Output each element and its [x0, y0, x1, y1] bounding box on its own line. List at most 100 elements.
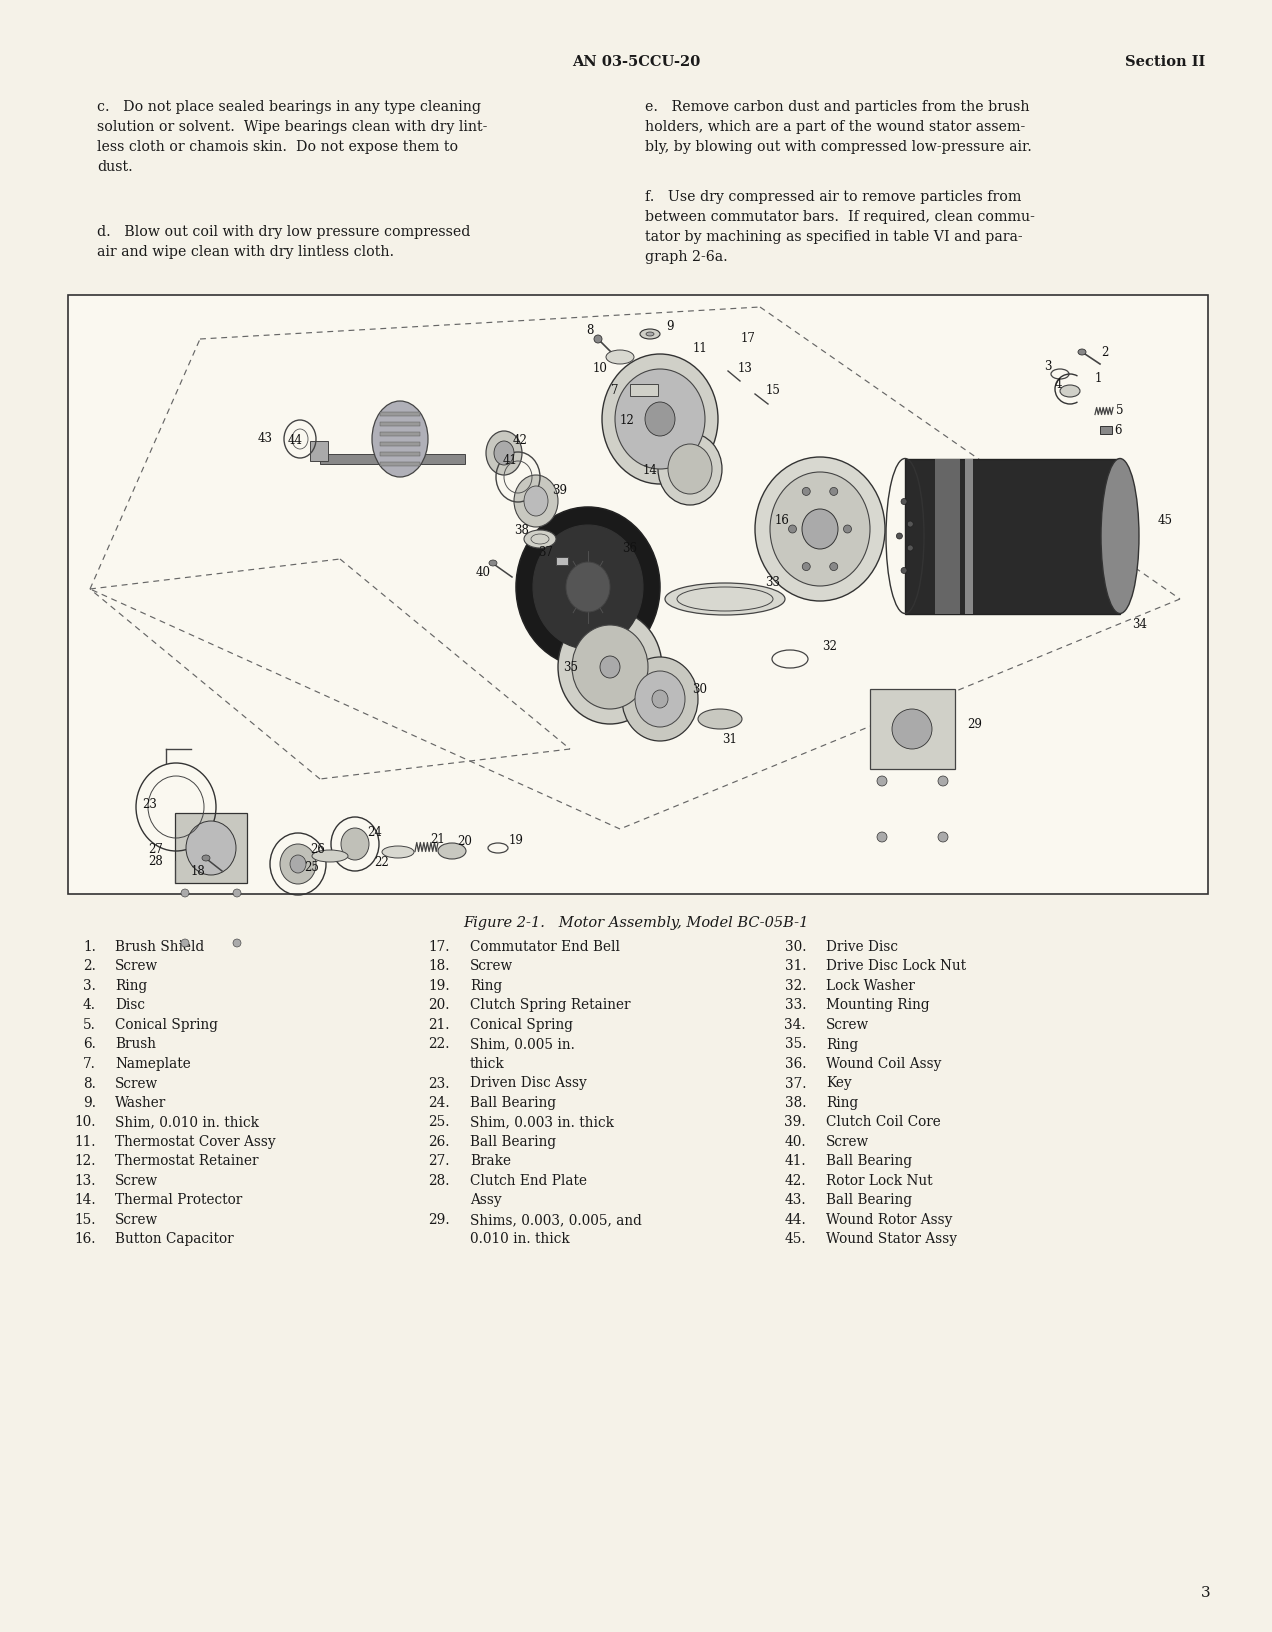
Text: Thermostat Cover Assy: Thermostat Cover Assy	[114, 1134, 276, 1149]
Text: 6: 6	[1114, 423, 1122, 436]
Text: Clutch End Plate: Clutch End Plate	[469, 1173, 586, 1186]
Ellipse shape	[594, 336, 602, 344]
Text: 11.: 11.	[75, 1134, 95, 1149]
Text: 25: 25	[304, 862, 319, 875]
Text: d.   Blow out coil with dry low pressure compressed
air and wipe clean with dry : d. Blow out coil with dry low pressure c…	[97, 225, 471, 259]
Text: 8.: 8.	[83, 1075, 95, 1090]
Text: 27.: 27.	[429, 1154, 450, 1169]
Ellipse shape	[789, 526, 796, 534]
Text: Thermostat Retainer: Thermostat Retainer	[114, 1154, 258, 1169]
Text: 42.: 42.	[785, 1173, 806, 1186]
Text: Screw: Screw	[114, 960, 158, 973]
Text: 1: 1	[1094, 370, 1102, 384]
Ellipse shape	[635, 672, 686, 728]
Ellipse shape	[614, 370, 705, 470]
Text: Lock Washer: Lock Washer	[826, 979, 915, 992]
Bar	[67, 295, 1208, 894]
Text: 22: 22	[375, 855, 389, 868]
Text: 9: 9	[667, 320, 674, 333]
Ellipse shape	[1102, 459, 1138, 614]
Bar	[380, 463, 420, 467]
Text: Washer: Washer	[114, 1095, 167, 1110]
Ellipse shape	[486, 432, 522, 475]
Text: Shim, 0.005 in.: Shim, 0.005 in.	[469, 1036, 575, 1051]
Text: Screw: Screw	[469, 960, 513, 973]
Text: 21.: 21.	[429, 1017, 450, 1031]
Text: 6.: 6.	[83, 1036, 95, 1051]
Text: 20: 20	[458, 836, 472, 849]
Text: Shim, 0.010 in. thick: Shim, 0.010 in. thick	[114, 1115, 259, 1129]
Text: 4.: 4.	[83, 997, 95, 1012]
Ellipse shape	[645, 403, 675, 437]
Text: 10.: 10.	[75, 1115, 95, 1129]
Text: 18.: 18.	[429, 960, 450, 973]
Ellipse shape	[533, 526, 644, 650]
Text: 14: 14	[642, 463, 658, 477]
Ellipse shape	[516, 508, 660, 667]
Text: 32.: 32.	[785, 979, 806, 992]
Text: 3: 3	[1201, 1585, 1210, 1599]
Text: 33: 33	[766, 574, 781, 588]
Text: 28: 28	[149, 855, 163, 868]
Text: Brake: Brake	[469, 1154, 511, 1169]
Text: 40.: 40.	[785, 1134, 806, 1149]
Ellipse shape	[876, 832, 887, 842]
Ellipse shape	[907, 522, 913, 527]
Text: 1.: 1.	[83, 940, 95, 953]
Text: 25.: 25.	[429, 1115, 450, 1129]
Text: 3: 3	[1044, 361, 1052, 374]
Text: Ball Bearing: Ball Bearing	[826, 1154, 912, 1169]
Text: Driven Disc Assy: Driven Disc Assy	[469, 1075, 586, 1090]
Text: 28.: 28.	[429, 1173, 450, 1186]
Ellipse shape	[665, 584, 785, 615]
Text: Conical Spring: Conical Spring	[114, 1017, 218, 1031]
Ellipse shape	[668, 446, 712, 494]
Ellipse shape	[658, 434, 722, 506]
Ellipse shape	[646, 333, 654, 336]
Ellipse shape	[803, 563, 810, 571]
Text: 18: 18	[191, 865, 205, 878]
Text: 24: 24	[368, 826, 383, 839]
Text: 20.: 20.	[429, 997, 450, 1012]
Ellipse shape	[514, 475, 558, 527]
Text: 34.: 34.	[785, 1017, 806, 1031]
Text: 29.: 29.	[429, 1213, 450, 1226]
Ellipse shape	[937, 777, 948, 787]
Ellipse shape	[600, 656, 619, 679]
Text: Section II: Section II	[1124, 55, 1205, 69]
Text: 12.: 12.	[75, 1154, 95, 1169]
Bar	[556, 558, 569, 566]
Ellipse shape	[181, 889, 190, 898]
Ellipse shape	[1077, 349, 1086, 356]
Text: 14.: 14.	[74, 1193, 95, 1206]
Text: Conical Spring: Conical Spring	[469, 1017, 572, 1031]
Ellipse shape	[876, 777, 887, 787]
Text: Drive Disc: Drive Disc	[826, 940, 898, 953]
Text: 13: 13	[738, 361, 753, 374]
Text: 30: 30	[692, 684, 707, 697]
Text: Mounting Ring: Mounting Ring	[826, 997, 930, 1012]
Text: Assy: Assy	[469, 1193, 501, 1206]
Text: 45: 45	[1158, 512, 1173, 526]
Bar	[935, 460, 960, 615]
Text: Ball Bearing: Ball Bearing	[826, 1193, 912, 1206]
Ellipse shape	[756, 457, 885, 602]
Text: 45.: 45.	[785, 1232, 806, 1245]
Text: AN 03-5CCU-20: AN 03-5CCU-20	[572, 55, 700, 69]
Ellipse shape	[382, 847, 413, 858]
Ellipse shape	[605, 351, 633, 366]
Text: Figure 2-1.   Motor Assembly, Model BC-05B-1: Figure 2-1. Motor Assembly, Model BC-05B…	[463, 916, 809, 930]
Text: 26.: 26.	[429, 1134, 450, 1149]
Bar	[965, 460, 973, 615]
Text: 38: 38	[515, 524, 529, 537]
Text: 4: 4	[1054, 379, 1062, 392]
Ellipse shape	[572, 625, 647, 710]
Text: Wound Stator Assy: Wound Stator Assy	[826, 1232, 957, 1245]
Text: 31.: 31.	[785, 960, 806, 973]
Bar	[380, 423, 420, 426]
Text: 10: 10	[593, 361, 608, 374]
Text: 43: 43	[257, 431, 272, 444]
Text: 15: 15	[766, 384, 781, 397]
Ellipse shape	[829, 563, 838, 571]
Text: Nameplate: Nameplate	[114, 1056, 191, 1071]
